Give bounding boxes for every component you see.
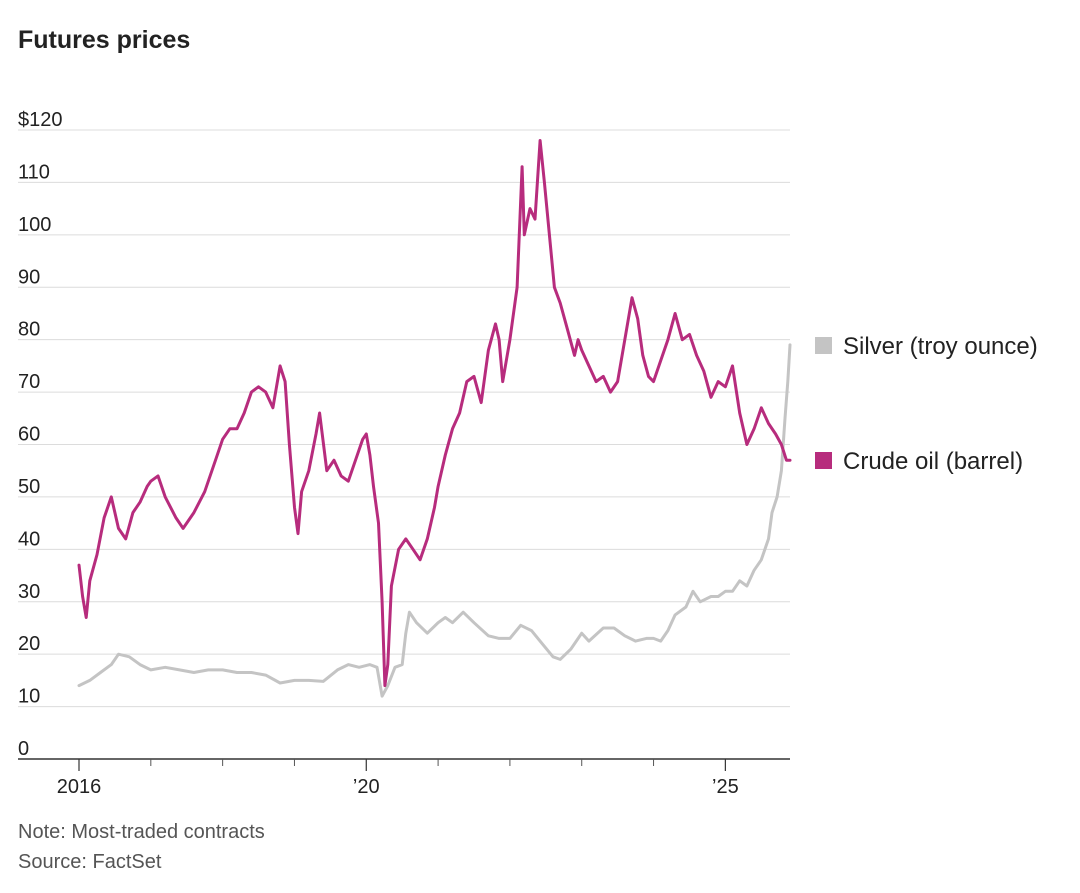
legend-label-silver: Silver (troy ounce) — [843, 333, 1038, 360]
note-text: Note: Most-traded contracts — [18, 821, 265, 843]
x-axis: 2016 ’20 ’25 — [18, 758, 790, 798]
y-tick-label: $120 — [18, 109, 63, 131]
x-tick-label: ’20 — [353, 776, 380, 798]
grid — [18, 129, 790, 708]
series-line-crude-oil — [77, 139, 792, 688]
chart-title: Futures prices — [18, 26, 190, 54]
y-tick-label: 70 — [18, 371, 40, 393]
y-tick-label: 60 — [18, 424, 40, 446]
legend-swatch-silver — [815, 337, 832, 354]
y-tick-label: 30 — [18, 581, 40, 603]
legend-label-crude-oil: Crude oil (barrel) — [843, 448, 1023, 475]
x-tick-label: 2016 — [57, 776, 102, 798]
y-tick-label: 50 — [18, 476, 40, 498]
y-tick-label: 90 — [18, 266, 40, 288]
y-tick-label: 10 — [18, 686, 40, 708]
legend-swatch-crude-oil — [815, 452, 832, 469]
y-tick-label: 110 — [18, 161, 50, 183]
source-text: Source: FactSet — [18, 851, 162, 873]
y-axis: 0 10 20 30 40 50 60 70 80 90 100 110 $120 — [18, 109, 63, 760]
y-tick-label: 20 — [18, 633, 40, 655]
y-tick-label: 100 — [18, 214, 51, 236]
series-lines — [77, 139, 792, 698]
y-tick-label: 40 — [18, 528, 40, 550]
x-tick-label: ’25 — [712, 776, 739, 798]
y-tick-label: 0 — [18, 738, 29, 760]
notes: Note: Most-traded contracts Source: FactS… — [18, 821, 265, 873]
y-tick-label: 80 — [18, 319, 40, 341]
legend: Silver (troy ounce) Crude oil (barrel) — [815, 333, 1038, 475]
series-line-silver — [77, 343, 792, 698]
